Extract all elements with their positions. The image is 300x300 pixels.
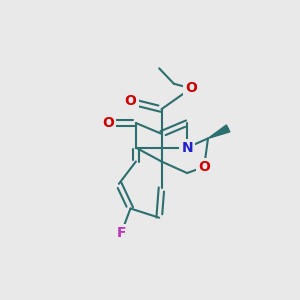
Text: O: O xyxy=(102,116,114,130)
Text: F: F xyxy=(116,226,126,240)
Text: N: N xyxy=(181,141,193,155)
Text: O: O xyxy=(124,94,136,108)
Text: O: O xyxy=(198,160,210,174)
Polygon shape xyxy=(208,125,230,138)
Text: O: O xyxy=(185,81,197,95)
